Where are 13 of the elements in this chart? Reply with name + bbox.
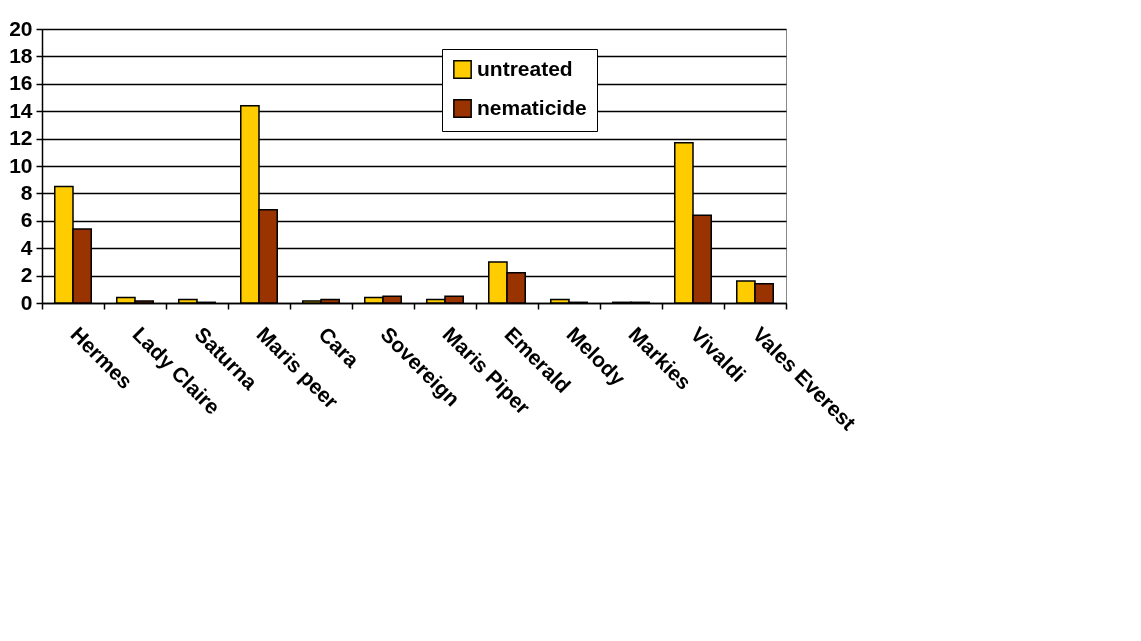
legend-label: untreated [477, 56, 573, 80]
y-tick-label: 18 [9, 43, 33, 67]
y-tick-label: 20 [9, 16, 33, 40]
y-tick-label: 16 [9, 71, 33, 95]
y-tick-label: 14 [9, 98, 33, 122]
y-tick-label: 10 [9, 153, 33, 177]
y-tick-label: 6 [20, 208, 33, 232]
y-tick-label: 2 [20, 263, 33, 287]
y-tick-label: 12 [9, 126, 33, 150]
legend-label: nematicide [477, 95, 587, 119]
y-tick-label: 4 [20, 235, 33, 259]
y-tick-label: 0 [20, 290, 33, 314]
y-tick-label: 8 [20, 180, 33, 204]
